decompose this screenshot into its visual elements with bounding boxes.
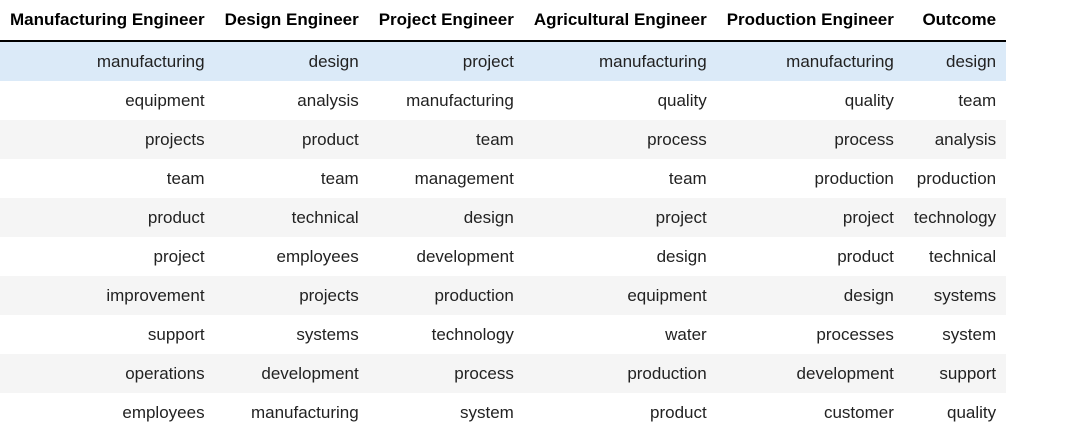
table-cell: design [214, 41, 369, 81]
table-cell: water [523, 315, 717, 354]
table-cell: team [368, 120, 524, 159]
table-cell: quality [523, 81, 717, 120]
table-cell: manufacturing [0, 41, 215, 81]
table-cell: system [368, 393, 524, 432]
table-cell: systems [214, 315, 369, 354]
table-cell: team [0, 159, 215, 198]
table-cell: product [523, 393, 717, 432]
table-cell: operations [0, 354, 215, 393]
table-cell: manufacturing [368, 81, 524, 120]
column-header[interactable]: Design Engineer [214, 0, 369, 42]
table-cell: improvement [0, 276, 215, 315]
table-row[interactable]: manufacturing design project manufacturi… [0, 41, 1007, 81]
table-cell: technical [214, 198, 369, 237]
table-cell: manufacturing [716, 41, 904, 81]
table-cell: analysis [214, 81, 369, 120]
table-cell: equipment [0, 81, 215, 120]
table-cell: product [716, 237, 904, 276]
table-header: Manufacturing Engineer Design Engineer P… [0, 0, 1007, 42]
table-cell: design [903, 41, 1007, 81]
table-cell: production [523, 354, 717, 393]
keyword-table: Manufacturing Engineer Design Engineer P… [0, 0, 1007, 432]
table-cell: systems [903, 276, 1007, 315]
table-row[interactable]: employees manufacturing system product c… [0, 393, 1007, 432]
table-cell: support [903, 354, 1007, 393]
table-cell: design [523, 237, 717, 276]
table-cell: support [0, 315, 215, 354]
table-cell: process [368, 354, 524, 393]
table-cell: development [368, 237, 524, 276]
table-cell: process [523, 120, 717, 159]
column-header[interactable]: Agricultural Engineer [523, 0, 717, 42]
table-row[interactable]: product technical design project project… [0, 198, 1007, 237]
table-cell: quality [903, 393, 1007, 432]
table-cell: product [0, 198, 215, 237]
table-cell: analysis [903, 120, 1007, 159]
column-header[interactable]: Manufacturing Engineer [0, 0, 215, 42]
table-row[interactable]: equipment analysis manufacturing quality… [0, 81, 1007, 120]
table-cell: quality [716, 81, 904, 120]
table-cell: project [716, 198, 904, 237]
table-cell: design [716, 276, 904, 315]
header-row: Manufacturing Engineer Design Engineer P… [0, 0, 1007, 42]
column-header[interactable]: Outcome [903, 0, 1007, 42]
table-cell: development [214, 354, 369, 393]
table-cell: production [903, 159, 1007, 198]
table-cell: development [716, 354, 904, 393]
table-cell: employees [0, 393, 215, 432]
table-cell: customer [716, 393, 904, 432]
table-cell: projects [214, 276, 369, 315]
table-body: manufacturing design project manufacturi… [0, 41, 1007, 432]
table-cell: manufacturing [523, 41, 717, 81]
table-row[interactable]: project employees development design pro… [0, 237, 1007, 276]
table-cell: technical [903, 237, 1007, 276]
table-row[interactable]: support systems technology water process… [0, 315, 1007, 354]
table-cell: project [0, 237, 215, 276]
table-cell: design [368, 198, 524, 237]
table-cell: team [523, 159, 717, 198]
table-cell: process [716, 120, 904, 159]
table-cell: product [214, 120, 369, 159]
table-cell: technology [368, 315, 524, 354]
table-cell: production [716, 159, 904, 198]
table-cell: management [368, 159, 524, 198]
table-cell: processes [716, 315, 904, 354]
table-cell: projects [0, 120, 215, 159]
table-cell: project [368, 41, 524, 81]
table-cell: equipment [523, 276, 717, 315]
table-cell: manufacturing [214, 393, 369, 432]
table-cell: project [523, 198, 717, 237]
table-cell: system [903, 315, 1007, 354]
table-row[interactable]: operations development process productio… [0, 354, 1007, 393]
table-row[interactable]: projects product team process process an… [0, 120, 1007, 159]
table-cell: team [903, 81, 1007, 120]
column-header[interactable]: Project Engineer [368, 0, 524, 42]
keyword-table-container: Manufacturing Engineer Design Engineer P… [0, 0, 1007, 432]
table-cell: employees [214, 237, 369, 276]
table-cell: team [214, 159, 369, 198]
column-header[interactable]: Production Engineer [716, 0, 904, 42]
table-row[interactable]: team team management team production pro… [0, 159, 1007, 198]
table-cell: production [368, 276, 524, 315]
table-cell: technology [903, 198, 1007, 237]
table-row[interactable]: improvement projects production equipmen… [0, 276, 1007, 315]
